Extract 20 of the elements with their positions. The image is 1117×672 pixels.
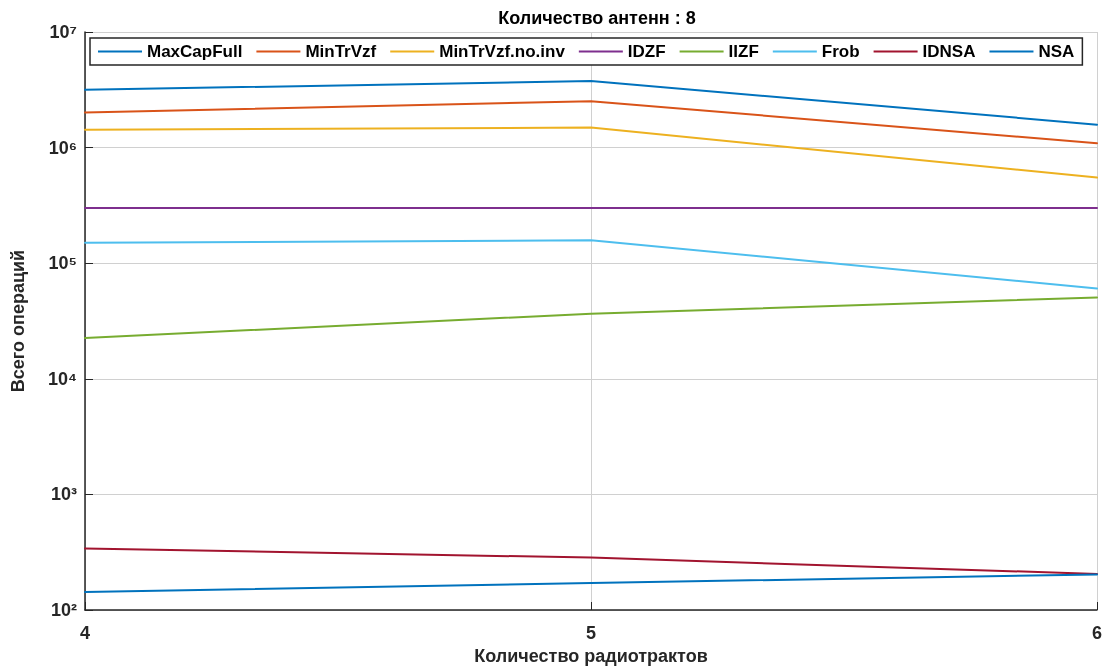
y-tick-label: 10⁴: [48, 368, 77, 389]
legend-label: MinTrVzf: [305, 42, 377, 61]
legend-label: MinTrVzf.no.inv: [439, 42, 566, 61]
x-tick-label: 4: [79, 623, 91, 643]
legend-label: MaxCapFull: [147, 42, 243, 61]
legend-label: NSA: [1038, 42, 1075, 61]
legend-label: Frob: [821, 42, 860, 61]
y-axis-title: Всего операций: [8, 249, 28, 393]
chart-title: Количество антенн : 8: [498, 8, 696, 28]
y-tick-label: 10³: [50, 484, 78, 505]
legend-label: IDNSA: [922, 42, 976, 61]
x-tick-label: 6: [1091, 623, 1103, 643]
y-tick-label: 10⁵: [48, 253, 77, 274]
x-tick-label: 5: [585, 623, 597, 643]
x-axis-title: Количество радиотрактов: [474, 645, 708, 666]
y-tick-label: 10⁶: [48, 137, 77, 158]
legend-label: IIZF: [728, 42, 759, 61]
legend-label: IDZF: [627, 42, 666, 61]
y-tick-label: 10²: [50, 600, 78, 620]
y-tick-label: 10⁷: [49, 22, 77, 42]
